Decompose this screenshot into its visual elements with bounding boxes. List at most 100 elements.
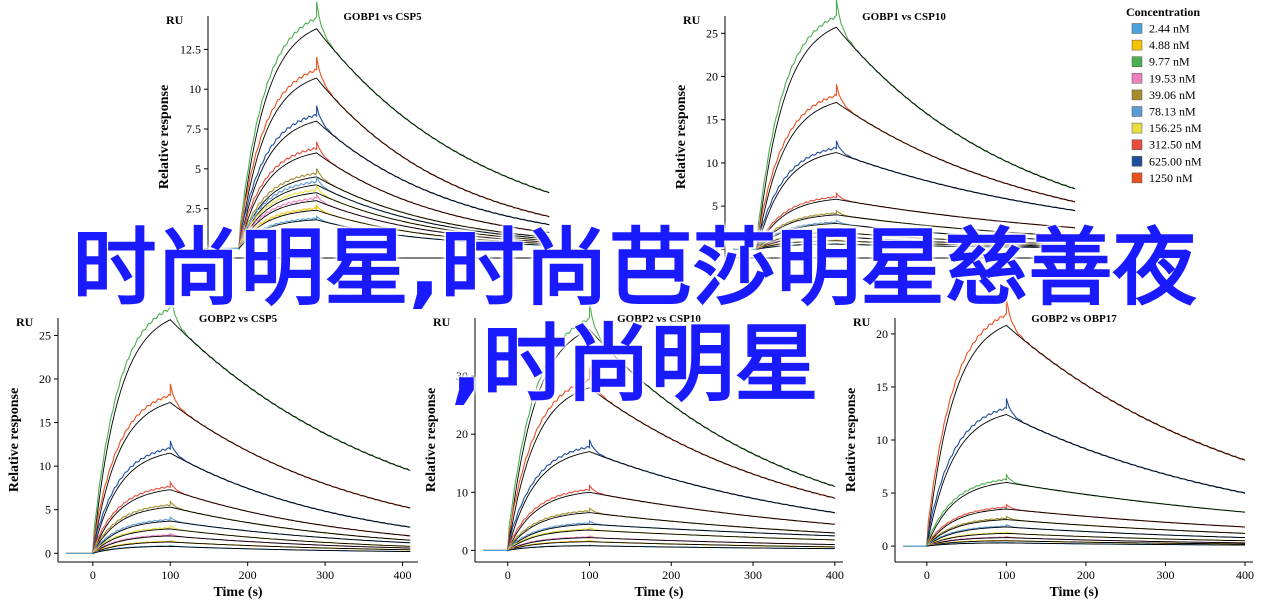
data-series-line: [65, 290, 410, 554]
x-tick-label: 100: [161, 568, 179, 582]
data-series-line: [483, 302, 836, 551]
y-axis-label: Relative response: [424, 388, 439, 492]
x-axis-label: Time (s): [213, 585, 262, 600]
legend-swatch: [1131, 106, 1143, 117]
x-axis-label: Time (s): [1049, 585, 1098, 600]
x-tick-label: 0: [924, 568, 930, 582]
fit-curve-line: [507, 523, 835, 551]
x-tick-label: 200: [239, 568, 257, 582]
unit-label: RU: [16, 315, 34, 329]
fit-curve-line: [756, 101, 1076, 250]
legend-swatch: [1131, 156, 1143, 167]
fit-curve-line: [92, 506, 411, 554]
y-tick-label: 10: [39, 459, 51, 473]
legend-label: 39.06 nM: [1149, 88, 1196, 102]
fit-curve-line: [926, 526, 1246, 547]
fit-curve-line: [238, 77, 550, 249]
unit-label: RU: [853, 315, 871, 329]
chart-title: GOBP2 vs OBP17: [1031, 313, 1117, 325]
legend-swatch: [1131, 139, 1143, 150]
fit-curve-line: [756, 243, 1075, 250]
y-tick-label: 5: [882, 486, 888, 500]
fit-curve-line: [926, 324, 1246, 547]
y-tick-label: 7.5: [186, 122, 201, 136]
fit-curve-line: [756, 231, 1076, 250]
x-tick-label: 300: [744, 568, 762, 582]
y-tick-label: 0: [462, 543, 468, 557]
fit-curve-line: [238, 176, 550, 249]
x-tick-label: 400: [394, 568, 412, 582]
x-tick-label: 100: [580, 568, 598, 582]
y-tick-label: 15: [39, 416, 51, 430]
fit-curve-line: [926, 481, 1246, 547]
x-tick-label: 0: [505, 568, 511, 582]
fit-curve-line: [756, 26, 1076, 250]
x-tick-label: 200: [662, 568, 680, 582]
x-tick-label: 0: [90, 568, 96, 582]
fit-curve-line: [238, 152, 550, 249]
chart-title: GOBP2 vs CSP10: [617, 313, 701, 325]
y-tick-label: 0: [195, 241, 201, 255]
y-tick-label: 25: [39, 328, 51, 342]
y-tick-label: 15: [876, 380, 888, 394]
data-series-line: [215, 141, 550, 249]
unit-label: RU: [433, 315, 451, 329]
fit-curve-line: [507, 491, 835, 551]
fit-curve-line: [507, 451, 835, 551]
legend-label: 19.53 nM: [1149, 71, 1196, 85]
fit-curve-line: [92, 545, 411, 554]
x-tick-label: 100: [997, 568, 1015, 582]
fit-curve-line: [756, 198, 1076, 250]
fit-curve-line: [756, 214, 1076, 250]
fit-curve-line: [507, 537, 835, 551]
fit-curve-line: [926, 540, 1246, 547]
y-axis-label: Relative response: [674, 85, 689, 189]
data-series-line: [903, 472, 1246, 547]
legend-title: Concentration: [1126, 5, 1200, 19]
y-tick-label: 15: [706, 113, 718, 127]
y-tick-label: 30: [456, 369, 468, 383]
fit-curve-line: [238, 219, 550, 249]
chart-title: GOBP2 vs CSP5: [199, 313, 278, 325]
fit-curve-line: [92, 541, 411, 554]
fit-curve-line: [238, 209, 550, 249]
fit-curve-line: [92, 535, 411, 554]
y-tick-label: 10: [189, 82, 201, 96]
fit-curve-line: [507, 387, 835, 551]
fit-curve-line: [238, 200, 550, 249]
legend: Concentration 2.44 nM 4.88 nM 9.77 nM 19.53 …: [1126, 5, 1202, 185]
y-tick-label: 20: [706, 70, 718, 84]
legend-swatch: [1131, 89, 1143, 101]
y-tick-label: 20: [456, 427, 468, 441]
y-tick-label: 0: [45, 546, 51, 560]
y-tick-label: 12.5: [180, 42, 201, 56]
x-tick-label: 300: [1156, 568, 1174, 582]
legend-label: 2.44 nM: [1149, 22, 1190, 36]
chart-panel-1: 0 2.5 5 7.5 10 12.5 GOBP1 vs CSP5 RU Relative re…: [157, 1, 557, 259]
y-tick-label: 0: [882, 539, 888, 553]
fit-curve-line: [238, 192, 550, 249]
fit-curve-line: [238, 120, 550, 249]
chart-panel-3: 0 5 10 15 20 25 0 100 200 300 400 Time (s) GOBP2 vs …: [7, 290, 418, 600]
fit-curve-line: [926, 508, 1246, 547]
legend-label: 156.25 nM: [1149, 121, 1202, 135]
x-tick-label: 300: [316, 568, 334, 582]
data-series-line: [903, 298, 1246, 547]
fit-curve-line: [507, 545, 835, 551]
legend-swatch: [1131, 172, 1143, 184]
y-tick-label: 10: [456, 485, 468, 499]
legend-swatch: [1131, 56, 1143, 67]
x-tick-label: 400: [1236, 568, 1254, 582]
y-axis-label: Relative response: [157, 85, 172, 189]
y-axis-label: Relative response: [844, 388, 859, 492]
legend-label: 312.50 nM: [1149, 138, 1202, 152]
y-tick-label: 0: [712, 242, 718, 256]
fit-curve-line: [92, 528, 411, 554]
y-tick-label: 20: [876, 327, 888, 341]
fit-curve-line: [507, 512, 835, 551]
fit-curve-line: [92, 520, 411, 554]
fit-curve-line: [756, 152, 1076, 250]
legend-swatch: [1131, 39, 1143, 51]
